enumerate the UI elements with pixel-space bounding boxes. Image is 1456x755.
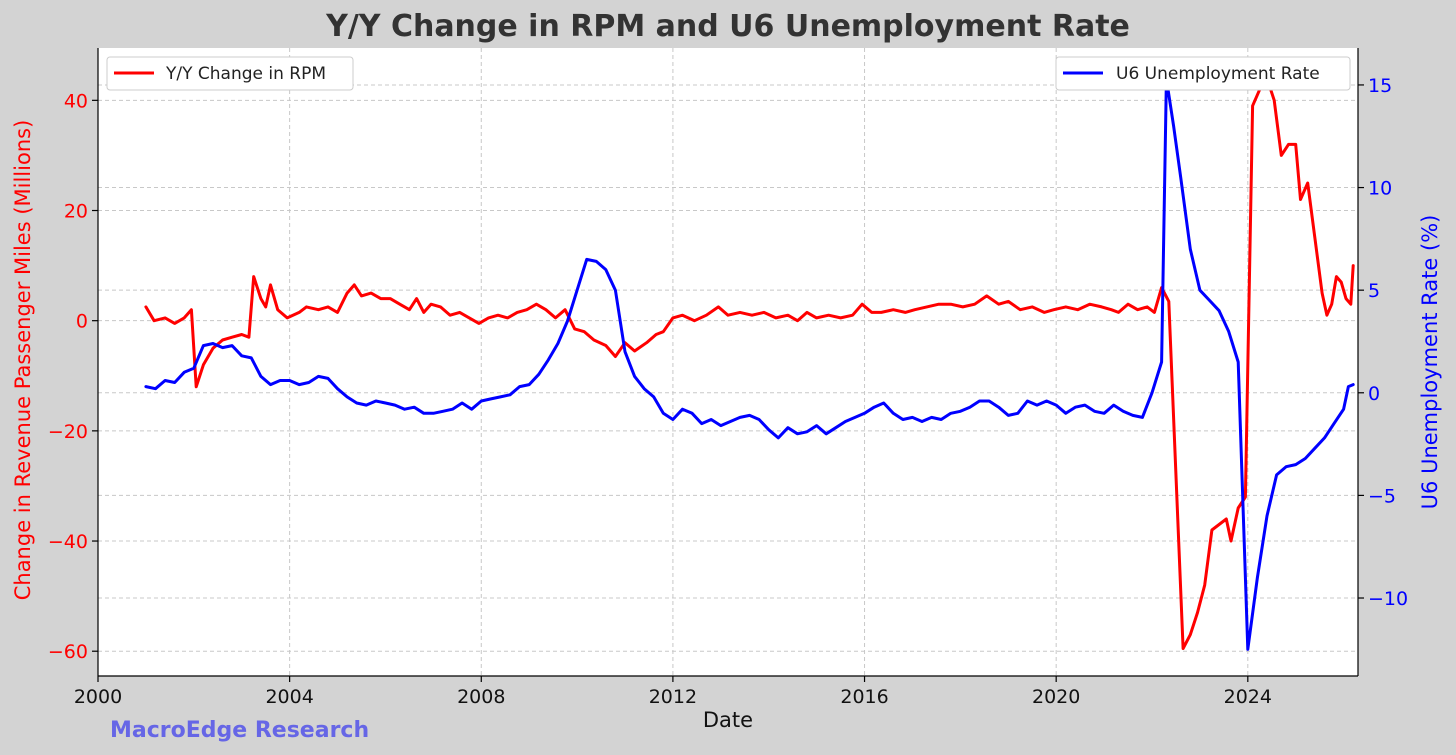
x-tick-label: 2000 (74, 686, 122, 708)
x-tick-label: 2008 (457, 686, 505, 708)
left-tick-label: 40 (64, 90, 88, 112)
legend-rpm-box (106, 56, 354, 91)
x-tick-label: 2024 (1224, 686, 1272, 708)
left-tick-label: 0 (76, 311, 88, 333)
left-tick-label: 20 (64, 201, 88, 223)
x-axis-label: Date (703, 708, 753, 732)
left-axis-ticks: −60 −40 −20 0 20 40 (48, 90, 98, 663)
right-tick-label: 15 (1368, 75, 1392, 97)
left-tick-label: −20 (48, 421, 88, 443)
legend-u6-box (1055, 56, 1351, 91)
legend-u6-label: U6 Unemployment Rate (1116, 64, 1320, 84)
legend-rpm-label: Y/Y Change in RPM (165, 64, 326, 84)
series-line-u6 (144, 77, 1355, 651)
x-axis-ticks: 2000 2004 2008 2012 2016 2020 2024 (74, 676, 1272, 708)
right-axis-ticks: −10 −5 0 5 10 15 (1358, 75, 1408, 610)
right-tick-label: 5 (1368, 280, 1380, 302)
right-tick-label: 10 (1368, 178, 1392, 200)
x-tick-label: 2020 (1032, 686, 1080, 708)
right-tick-label: 0 (1368, 383, 1380, 405)
x-tick-label: 2012 (649, 686, 697, 708)
left-axis-label: Change in Revenue Passenger Miles (Milli… (11, 120, 35, 601)
chart-title: Y/Y Change in RPM and U6 Unemployment Ra… (325, 9, 1130, 44)
grid (97, 48, 1358, 676)
x-tick-label: 2004 (265, 686, 313, 708)
series-layer (144, 76, 1355, 651)
legend-rpm: Y/Y Change in RPM (106, 56, 354, 91)
series-line-rpm (144, 76, 1355, 650)
right-axis-label: U6 Unemployment Rate (%) (1418, 215, 1442, 510)
x-tick-label: 2016 (840, 686, 888, 708)
plot-area (98, 48, 1358, 676)
legend-u6: U6 Unemployment Rate (1055, 56, 1351, 91)
left-tick-label: −40 (48, 531, 88, 553)
right-tick-label: −5 (1368, 485, 1396, 507)
watermark: MacroEdge Research (110, 718, 369, 743)
right-tick-label: −10 (1368, 588, 1408, 610)
left-tick-label: −60 (48, 641, 88, 663)
